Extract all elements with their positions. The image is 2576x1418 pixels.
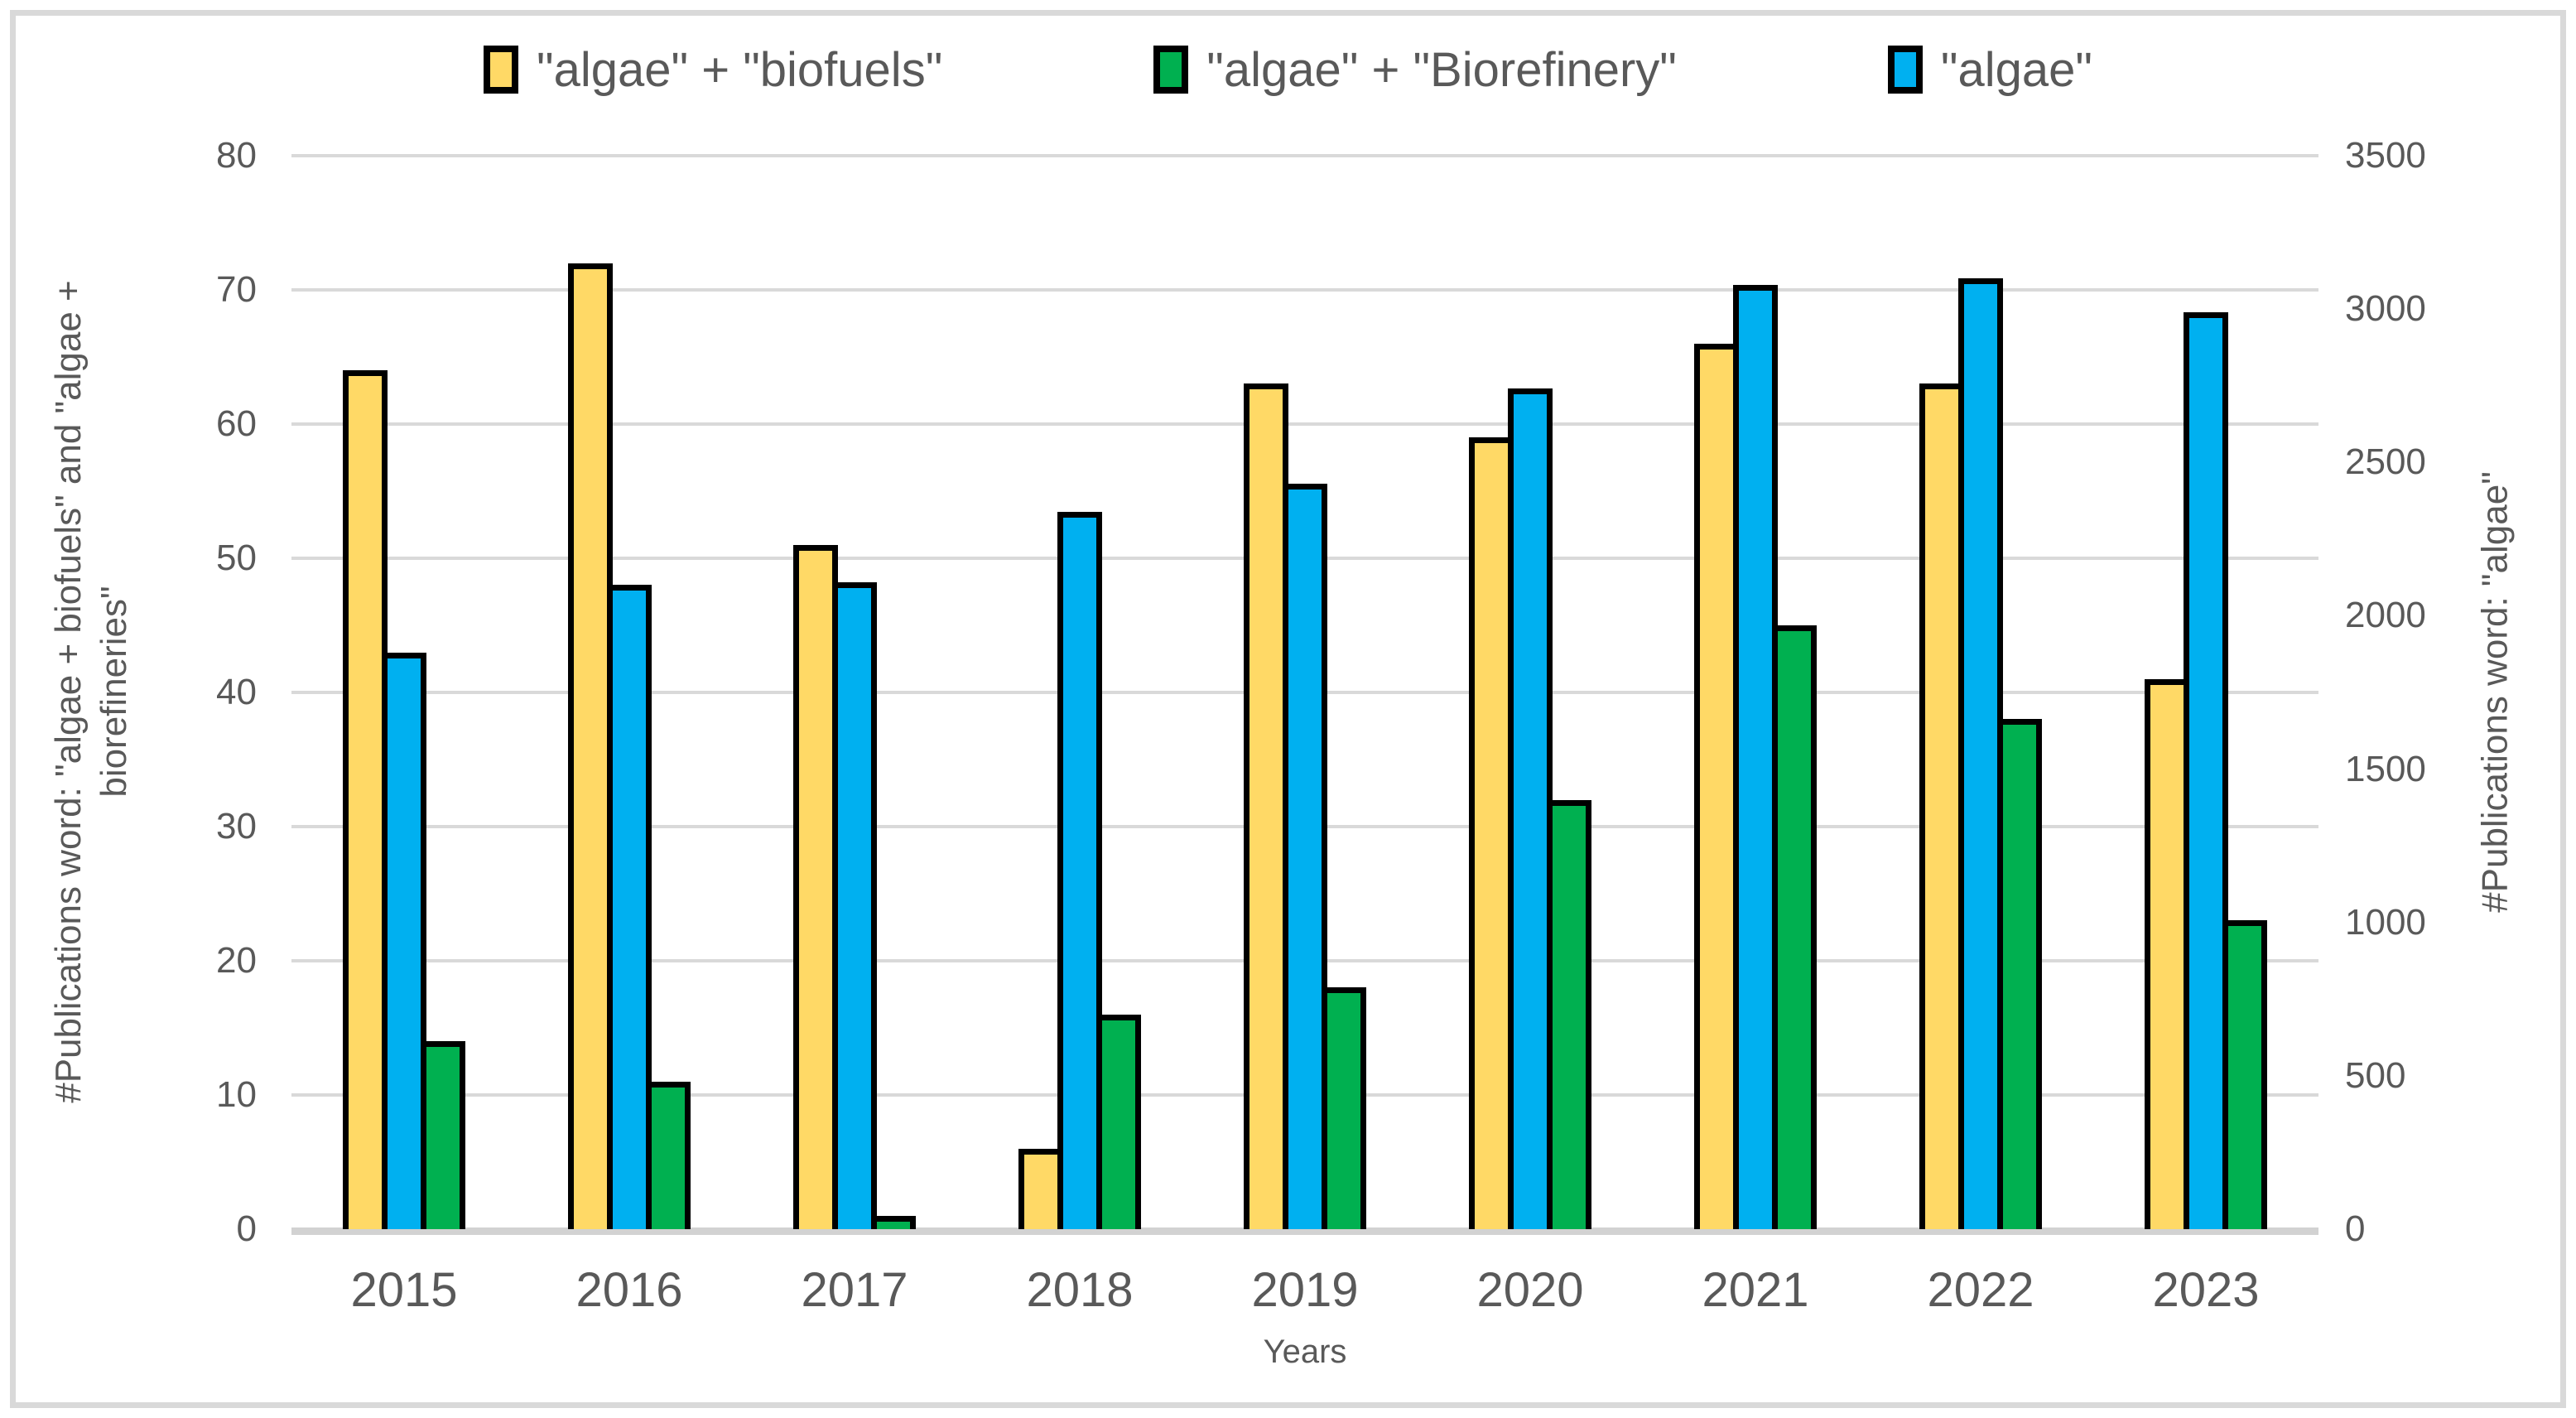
- legend-swatch-green-icon: [1153, 46, 1189, 94]
- bar-2019-series1: [1283, 484, 1327, 1229]
- bar-2020-series1: [1508, 388, 1553, 1229]
- legend-item-algae-biorefinery: "algae" + "Biorefinery": [1153, 42, 1677, 98]
- bar-2023-series0: [2145, 679, 2189, 1229]
- bar-group-2017: [793, 156, 916, 1229]
- bar-group-2019: [1244, 156, 1366, 1229]
- bar-group-2022: [1919, 156, 2042, 1229]
- bar-2015-series0: [343, 370, 388, 1229]
- bar-2020-series2: [1547, 800, 1591, 1229]
- left-axis-tick-0: 0: [236, 1208, 257, 1249]
- right-axis-tick-1000: 1000: [2345, 901, 2426, 943]
- year-label-2018: 2018: [1026, 1263, 1134, 1317]
- right-axis-tick-3000: 3000: [2345, 288, 2426, 330]
- bar-2022-series2: [1997, 719, 2042, 1229]
- bar-2018-series1: [1057, 512, 1102, 1229]
- legend: "algae" + "biofuels" "algae" + "Biorefin…: [0, 28, 2576, 111]
- legend-label: "algae" + "Biorefinery": [1206, 42, 1677, 97]
- bar-2023-series2: [2222, 920, 2267, 1229]
- left-axis-title: #Publications word: "algae + biofuels" a…: [48, 280, 134, 1103]
- plot-area: [291, 154, 2318, 1235]
- left-axis-tick-30: 30: [216, 806, 257, 846]
- right-axis-tick-500: 500: [2345, 1054, 2406, 1096]
- bar-2018-series2: [1096, 1015, 1141, 1229]
- bar-2018-series0: [1018, 1149, 1063, 1229]
- legend-label: "algae" + "biofuels": [537, 42, 943, 97]
- left-axis-tick-60: 60: [216, 403, 257, 444]
- right-axis-title: #Publications word: "algae": [2474, 471, 2516, 913]
- right-axis-tick-0: 0: [2345, 1208, 2366, 1249]
- gridline: [291, 154, 2318, 157]
- year-label-2015: 2015: [350, 1263, 458, 1317]
- year-label-2016: 2016: [575, 1263, 683, 1317]
- year-label-2020: 2020: [1476, 1263, 1584, 1317]
- bar-2019-series2: [1322, 987, 1366, 1229]
- year-label-2017: 2017: [801, 1263, 908, 1317]
- bar-2022-series0: [1919, 383, 1964, 1229]
- year-label-2019: 2019: [1251, 1263, 1359, 1317]
- legend-item-algae: "algae": [1887, 42, 2092, 98]
- bar-group-2023: [2145, 156, 2267, 1229]
- bar-2017-series2: [871, 1216, 916, 1229]
- bar-2021-series1: [1733, 285, 1778, 1229]
- x-axis-title: Years: [1263, 1334, 1347, 1370]
- bar-2020-series0: [1469, 437, 1514, 1229]
- bar-group-2016: [568, 156, 691, 1229]
- bar-2019-series0: [1244, 383, 1288, 1229]
- year-label-2021: 2021: [1702, 1263, 1809, 1317]
- right-axis-tick-1500: 1500: [2345, 748, 2426, 789]
- bar-2017-series1: [832, 582, 877, 1229]
- bar-2016-series2: [646, 1082, 691, 1229]
- legend-label: "algae": [1940, 42, 2092, 97]
- left-axis-tick-40: 40: [216, 672, 257, 712]
- right-axis-tick-2500: 2500: [2345, 441, 2426, 483]
- legend-swatch-blue-icon: [1887, 46, 1923, 94]
- right-axis-tick-2000: 2000: [2345, 595, 2426, 636]
- bar-2023-series1: [2184, 312, 2228, 1229]
- bar-group-2018: [1018, 156, 1141, 1229]
- bar-2022-series1: [1958, 278, 2003, 1229]
- bar-2015-series2: [421, 1041, 465, 1229]
- gridline: [291, 288, 2318, 292]
- bar-2017-series0: [793, 545, 838, 1229]
- right-axis-tick-3500: 3500: [2345, 135, 2426, 176]
- bar-2021-series2: [1772, 625, 1817, 1229]
- bar-2021-series0: [1694, 344, 1739, 1229]
- bar-group-2021: [1694, 156, 1817, 1229]
- left-axis-tick-50: 50: [216, 538, 257, 578]
- bar-group-2020: [1469, 156, 1591, 1229]
- bar-group-2015: [343, 156, 465, 1229]
- x-axis-line: [291, 1227, 2318, 1235]
- year-label-2022: 2022: [1927, 1263, 2034, 1317]
- bar-2016-series1: [607, 585, 652, 1229]
- bar-2015-series1: [382, 653, 426, 1229]
- legend-item-algae-biofuels: "algae" + "biofuels": [484, 42, 942, 98]
- bar-2016-series0: [568, 263, 613, 1229]
- left-axis-tick-80: 80: [216, 135, 257, 176]
- left-axis-tick-20: 20: [216, 940, 257, 981]
- year-label-2023: 2023: [2152, 1263, 2260, 1317]
- left-axis-tick-70: 70: [216, 269, 257, 310]
- left-axis-tick-10: 10: [216, 1074, 257, 1115]
- gridline: [291, 422, 2318, 426]
- legend-swatch-yellow-icon: [484, 46, 518, 94]
